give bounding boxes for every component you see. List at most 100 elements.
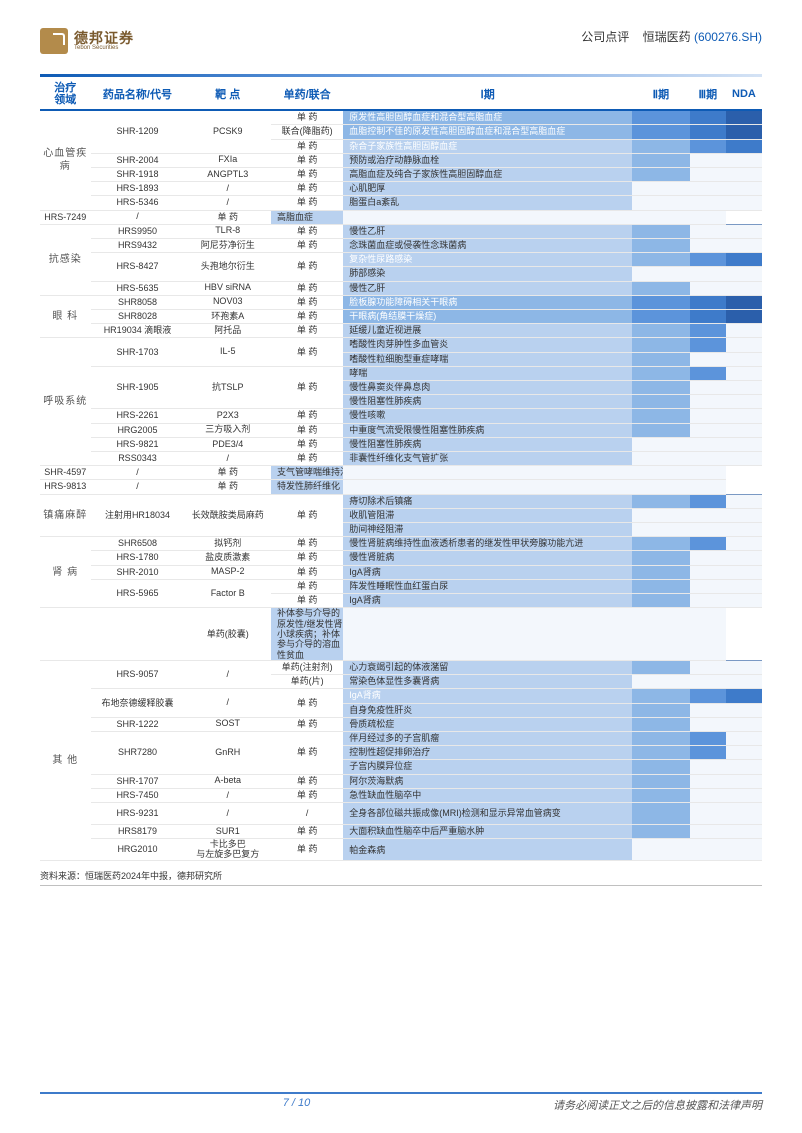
phase-cell	[632, 423, 690, 437]
phase-cell	[690, 746, 726, 760]
mono-cell: 单 药	[271, 788, 343, 802]
drug-cell: HRS-7450	[91, 788, 185, 802]
mono-cell: 单 药	[271, 565, 343, 579]
target-cell: P2X3	[184, 409, 271, 423]
phase-cell	[632, 168, 690, 182]
phase-cell	[690, 839, 726, 861]
mono-cell: 单 药	[271, 338, 343, 366]
phase-cell	[690, 153, 726, 167]
phase-cell	[726, 409, 762, 423]
phase-cell	[632, 717, 690, 731]
phase-cell	[632, 551, 690, 565]
drug-cell: 布地奈德缓释胶囊	[91, 689, 185, 717]
table-row: HRG2010卡比多巴 与左旋多巴复方单 药帕金森病	[40, 839, 762, 861]
phase-cell	[632, 494, 690, 508]
drug-cell: SHR-1905	[91, 366, 185, 409]
phase-cell	[343, 466, 632, 480]
indication-cell: 补体参与介导的原发性/继发性肾小球疾病；补体参与介导的溶血性贫血	[271, 608, 343, 661]
drug-cell: SHR8058	[91, 295, 185, 309]
phase-cell	[690, 594, 726, 608]
drug-cell: SHR-4597	[40, 466, 91, 480]
phase-cell	[726, 537, 762, 551]
target-cell: PDE3/4	[184, 437, 271, 451]
table-row: 镇痛麻醉注射用HR18034长效酰胺类局麻药单 药痔切除术后镇痛	[40, 494, 762, 508]
phase-cell	[690, 267, 726, 281]
target-cell: MASP-2	[184, 565, 271, 579]
target-cell: /	[184, 788, 271, 802]
phase-cell	[632, 689, 690, 703]
target-cell: SUR1	[184, 825, 271, 839]
phase-cell	[632, 366, 690, 380]
phase-cell	[632, 523, 690, 537]
drug-cell: SHR-2004	[91, 153, 185, 167]
table-row: SHR8028环孢素A单 药干眼病(角结膜干燥症)	[40, 310, 762, 324]
indication-cell: 阵发性睡眠性血红蛋白尿	[343, 579, 632, 593]
phase-cell	[632, 788, 690, 802]
indication-cell: 心力衰竭引起的体液潴留	[343, 661, 632, 675]
phase-cell	[632, 774, 690, 788]
target-cell: 阿托品	[184, 324, 271, 338]
mono-cell: 单 药	[271, 110, 343, 125]
indication-cell: 特发性肺纤维化	[271, 480, 343, 494]
mono-cell: 单 药	[271, 196, 343, 210]
phase-cell	[632, 480, 690, 494]
indication-cell: 念珠菌血症或侵袭性念珠菌病	[343, 239, 632, 253]
phase-cell	[690, 689, 726, 703]
mono-cell: 单 药	[271, 409, 343, 423]
indication-cell: 阿尔茨海默病	[343, 774, 632, 788]
phase-cell	[690, 139, 726, 153]
phase-cell	[726, 746, 762, 760]
phase-cell	[726, 253, 762, 267]
phase-cell	[726, 239, 762, 253]
table-row: SHR-1918ANGPTL3单 药高脂血症及纯合子家族性高胆固醇血症	[40, 168, 762, 182]
phase-cell	[726, 224, 762, 238]
doc-type: 公司点评	[581, 30, 629, 44]
target-cell: NOV03	[184, 295, 271, 309]
drug-cell: SHR-2010	[91, 565, 185, 579]
phase-cell	[726, 551, 762, 565]
indication-cell: 血脂控制不佳的原发性高胆固醇血症和混合型高脂血症	[343, 125, 632, 139]
phase-cell	[632, 125, 690, 139]
phase-cell	[726, 803, 762, 825]
phase-cell	[632, 310, 690, 324]
category-cell: 肾 病	[40, 537, 91, 608]
indication-cell: 骨质疏松症	[343, 717, 632, 731]
phase-cell	[690, 366, 726, 380]
phase-cell	[343, 608, 632, 661]
drug-cell: HRS-5965	[91, 579, 185, 607]
phase-cell	[726, 366, 762, 380]
col-nda: NDA	[726, 79, 762, 110]
indication-cell: 支气管哮喘维持治疗	[271, 466, 343, 480]
mono-cell: 单 药	[271, 224, 343, 238]
target-cell: 三方吸入剂	[184, 423, 271, 437]
mono-cell: 单 药	[271, 324, 343, 338]
phase-cell	[690, 210, 726, 224]
indication-cell: 控制性超促排卵治疗	[343, 746, 632, 760]
phase-cell	[632, 579, 690, 593]
table-row: HRS-7249/单 药高脂血症	[40, 210, 762, 224]
drug-cell: HRS9950	[91, 224, 185, 238]
drug-cell	[40, 608, 91, 661]
logo: 德邦证券 Tebon Securities	[40, 28, 134, 54]
phase-cell	[632, 452, 690, 466]
mono-cell: 联合(降脂药)	[271, 125, 343, 139]
phase-cell	[690, 732, 726, 746]
table-row: HRS8179SUR1单 药大面积缺血性脑卒中后严重脑水肿	[40, 825, 762, 839]
phase-cell	[690, 224, 726, 238]
phase-cell	[690, 508, 726, 522]
phase-cell	[690, 523, 726, 537]
phase-cell	[690, 466, 726, 480]
phase-cell	[690, 239, 726, 253]
target-cell: ANGPTL3	[184, 168, 271, 182]
mono-cell: 单 药	[271, 168, 343, 182]
target-cell: FXIa	[184, 153, 271, 167]
mono-cell: 单 药	[271, 437, 343, 451]
target-cell: GnRH	[184, 732, 271, 775]
phase-cell	[726, 139, 762, 153]
target-cell: 卡比多巴 与左旋多巴复方	[184, 839, 271, 861]
phase-cell	[690, 494, 726, 508]
phase-cell	[632, 224, 690, 238]
phase-cell	[726, 565, 762, 579]
phase-cell	[690, 675, 726, 689]
category-cell: 心血管疾病	[40, 110, 91, 210]
